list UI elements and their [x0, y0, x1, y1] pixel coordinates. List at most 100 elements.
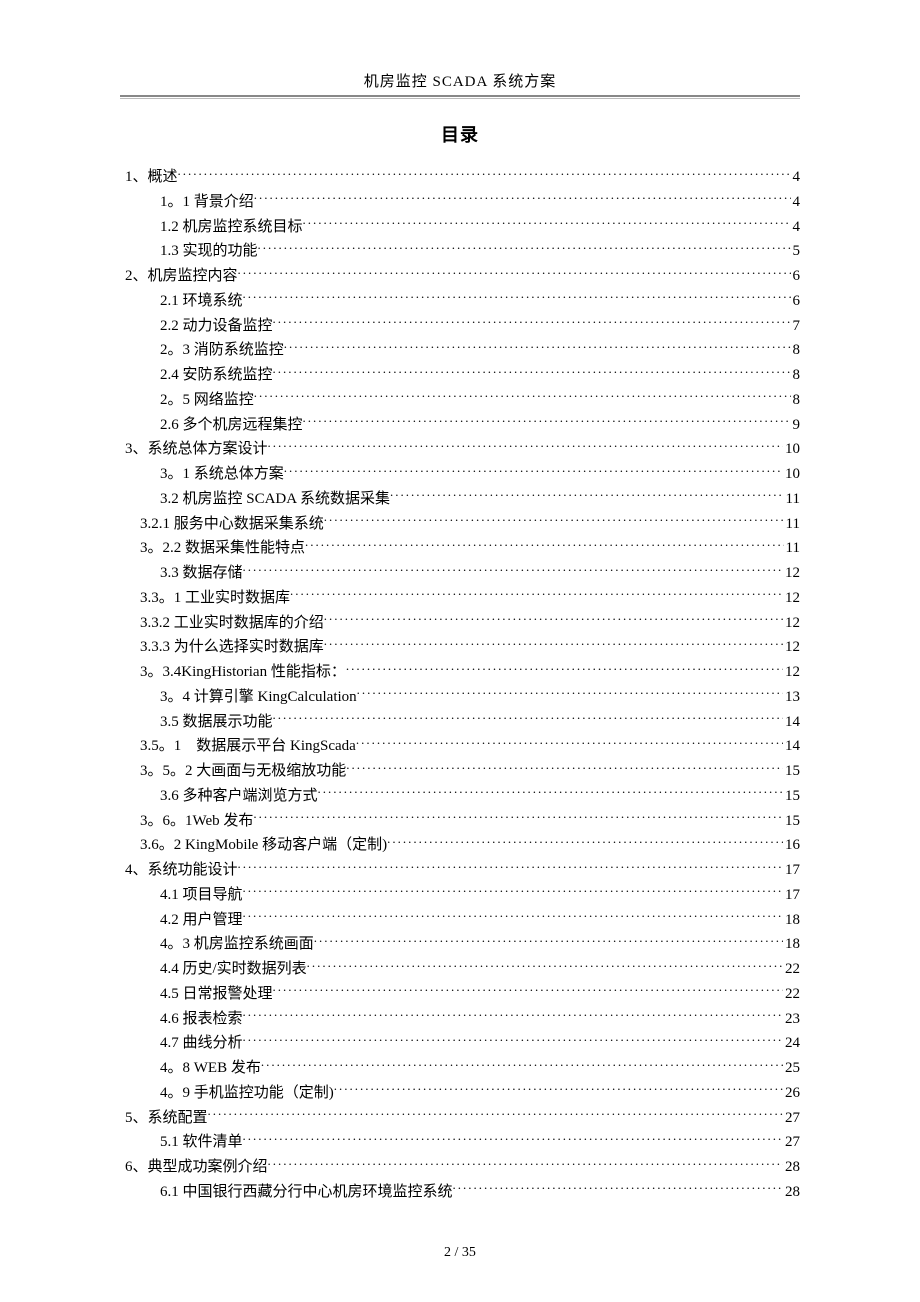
toc-entry-label: 3、系统总体方案设计: [125, 437, 268, 462]
toc-entry-page: 12: [783, 586, 800, 611]
toc-entry-page: 10: [783, 437, 800, 462]
toc-entry-page: 11: [784, 512, 800, 537]
toc-leader: [284, 339, 791, 354]
toc-leader: [324, 513, 784, 528]
toc-entry-page: 18: [783, 908, 800, 933]
toc-entry-label: 3.6。2 KingMobile 移动客户端（定制): [140, 833, 387, 858]
toc-entry-label: 5、系统配置: [125, 1106, 208, 1131]
toc-entry[interactable]: 3。1 系统总体方案10: [120, 462, 800, 487]
toc-entry[interactable]: 3。3.4KingHistorian 性能指标：12: [120, 660, 800, 685]
toc-leader: [357, 686, 783, 701]
toc-entry-label: 3。6。1Web 发布: [140, 809, 253, 834]
toc-entry[interactable]: 4.5 日常报警处理22: [120, 982, 800, 1007]
toc-entry[interactable]: 4。3 机房监控系统画面18: [120, 932, 800, 957]
toc-entry-label: 3.2.1 服务中心数据采集系统: [140, 512, 324, 537]
toc-entry[interactable]: 2。3 消防系统监控8: [120, 338, 800, 363]
toc-entry[interactable]: 4.4 历史/实时数据列表 22: [120, 957, 800, 982]
toc-entry[interactable]: 3.3 数据存储12: [120, 561, 800, 586]
toc-entry-label: 4。8 WEB 发布: [160, 1056, 261, 1081]
toc-entry-label: 3。3.4KingHistorian 性能指标：: [140, 660, 346, 685]
toc-entry-label: 3.6 多种客户端浏览方式: [160, 784, 318, 809]
toc-entry[interactable]: 4.1 项目导航17: [120, 883, 800, 908]
toc-leader: [243, 1032, 783, 1047]
toc-entry[interactable]: 3.3.2 工业实时数据库的介绍12: [120, 611, 800, 636]
toc-entry-page: 6: [791, 264, 801, 289]
toc-entry[interactable]: 3。5。2 大画面与无极缩放功能15: [120, 759, 800, 784]
toc-entry[interactable]: 4.6 报表检索 23: [120, 1007, 800, 1032]
toc-leader: [273, 711, 783, 726]
toc-entry[interactable]: 1。1 背景介绍4: [120, 190, 800, 215]
toc-entry-page: 14: [783, 710, 800, 735]
toc-entry-label: 4.7 曲线分析: [160, 1031, 243, 1056]
toc-entry[interactable]: 1.3 实现的功能5: [120, 239, 800, 264]
toc-entry[interactable]: 5.1 软件清单27: [120, 1130, 800, 1155]
toc-entry-label: 2。3 消防系统监控: [160, 338, 284, 363]
toc-leader: [238, 859, 783, 874]
toc-entry[interactable]: 3.5 数据展示功能14: [120, 710, 800, 735]
toc-leader: [243, 884, 783, 899]
toc-leader: [346, 760, 783, 775]
toc-entry[interactable]: 2.1 环境系统6: [120, 289, 800, 314]
toc-entry-label: 2.2 动力设备监控: [160, 314, 273, 339]
toc-leader: [314, 933, 783, 948]
toc-entry[interactable]: 3.6。2 KingMobile 移动客户端（定制)16: [120, 833, 800, 858]
toc-entry-page: 11: [784, 536, 800, 561]
toc-entry-label: 3.3。1 工业实时数据库: [140, 586, 290, 611]
toc-leader: [243, 562, 783, 577]
toc-leader: [243, 1131, 783, 1146]
toc-leader: [307, 958, 783, 973]
toc-entry-label: 3。5。2 大画面与无极缩放功能: [140, 759, 346, 784]
toc-entry[interactable]: 2.4 安防系统监控8: [120, 363, 800, 388]
toc-entry[interactable]: 3.3。1 工业实时数据库 12: [120, 586, 800, 611]
toc-entry[interactable]: 4。8 WEB 发布25: [120, 1056, 800, 1081]
toc-entry[interactable]: 2.6 多个机房远程集控9: [120, 413, 800, 438]
toc-leader: [208, 1107, 783, 1122]
toc-entry[interactable]: 6.1 中国银行西藏分行中心机房环境监控系统28: [120, 1180, 800, 1205]
toc-entry-label: 5.1 软件清单: [160, 1130, 243, 1155]
toc-entry[interactable]: 3、系统总体方案设计 10: [120, 437, 800, 462]
toc-entry-page: 4: [791, 165, 801, 190]
toc-entry-page: 22: [783, 957, 800, 982]
toc-entry[interactable]: 6、典型成功案例介绍28: [120, 1155, 800, 1180]
toc-entry-label: 4.1 项目导航: [160, 883, 243, 908]
toc-leader: [253, 810, 783, 825]
toc-entry-label: 4.4 历史/实时数据列表: [160, 957, 307, 982]
toc-entry[interactable]: 3.2.1 服务中心数据采集系统 11: [120, 512, 800, 537]
toc-leader: [178, 166, 791, 181]
toc-entry[interactable]: 3.5。1 数据展示平台 KingScada14: [120, 734, 800, 759]
toc-leader: [318, 785, 783, 800]
toc-leader: [243, 909, 783, 924]
toc-entry-label: 6.1 中国银行西藏分行中心机房环境监控系统: [160, 1180, 453, 1205]
toc-entry[interactable]: 2。5 网络监控 8: [120, 388, 800, 413]
toc-entry-page: 15: [783, 809, 800, 834]
toc-leader: [254, 191, 791, 206]
toc-entry[interactable]: 4、系统功能设计17: [120, 858, 800, 883]
toc-entry[interactable]: 1、概述4: [120, 165, 800, 190]
toc-entry[interactable]: 4.2 用户管理 18: [120, 908, 800, 933]
toc-entry[interactable]: 2.2 动力设备监控 7: [120, 314, 800, 339]
toc-entry-page: 10: [783, 462, 800, 487]
toc-entry-page: 8: [791, 388, 801, 413]
toc-entry-label: 6、典型成功案例介绍: [125, 1155, 268, 1180]
toc-entry-page: 9: [791, 413, 801, 438]
toc-entry[interactable]: 3。4 计算引擎 KingCalculation13: [120, 685, 800, 710]
toc-entry[interactable]: 4。9 手机监控功能（定制)26: [120, 1081, 800, 1106]
toc-entry-page: 12: [783, 635, 800, 660]
toc-entry[interactable]: 5、系统配置27: [120, 1106, 800, 1131]
toc-entry[interactable]: 3.6 多种客户端浏览方式15: [120, 784, 800, 809]
toc-leader: [268, 1156, 783, 1171]
toc-entry-label: 2。5 网络监控: [160, 388, 254, 413]
toc-entry-page: 23: [783, 1007, 800, 1032]
toc-entry[interactable]: 2、机房监控内容6: [120, 264, 800, 289]
toc-entry[interactable]: 3。6。1Web 发布 15: [120, 809, 800, 834]
toc-list: 1、概述41。1 背景介绍41.2 机房监控系统目标41.3 实现的功能52、机…: [120, 165, 800, 1205]
toc-leader: [303, 216, 791, 231]
toc-entry-label: 4.6 报表检索: [160, 1007, 243, 1032]
toc-entry-label: 4.2 用户管理: [160, 908, 243, 933]
toc-entry[interactable]: 3。2.2 数据采集性能特点11: [120, 536, 800, 561]
toc-entry[interactable]: 3.2 机房监控 SCADA 系统数据采集11: [120, 487, 800, 512]
toc-entry[interactable]: 1.2 机房监控系统目标4: [120, 215, 800, 240]
toc-entry-page: 7: [791, 314, 801, 339]
toc-entry[interactable]: 3.3.3 为什么选择实时数据库12: [120, 635, 800, 660]
toc-entry[interactable]: 4.7 曲线分析24: [120, 1031, 800, 1056]
